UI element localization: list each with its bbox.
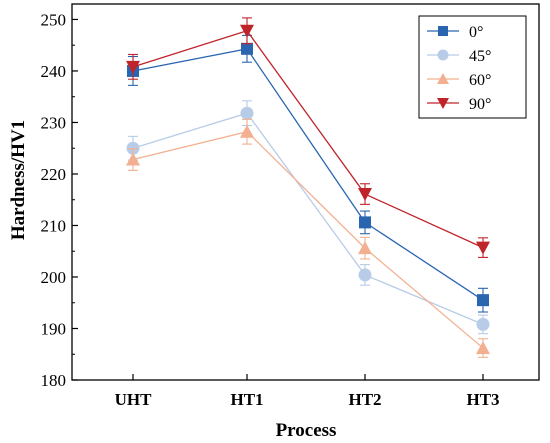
data-point — [240, 124, 254, 138]
series-line — [132, 30, 484, 249]
series-line — [132, 131, 484, 349]
legend-label: 90° — [469, 96, 491, 113]
data-point — [476, 241, 490, 255]
legend-box — [418, 15, 527, 119]
y-tick-label: 230 — [41, 113, 67, 132]
legend-label: 45° — [469, 48, 491, 65]
data-point — [437, 98, 449, 109]
data-point — [126, 60, 140, 74]
y-tick-label: 200 — [41, 268, 67, 287]
data-point — [476, 317, 490, 331]
data-point — [437, 49, 449, 61]
series-triangle-up — [126, 118, 490, 358]
plot-area-frame — [71, 3, 540, 381]
data-point — [437, 73, 449, 84]
legend-label: 0° — [469, 24, 483, 41]
x-tick-label: HT3 — [466, 390, 499, 409]
data-point — [477, 294, 489, 307]
data-point — [241, 42, 253, 55]
y-axis-title: Hardness/HV1 — [8, 120, 29, 240]
y-tick-label: 250 — [41, 10, 67, 29]
data-point — [438, 26, 448, 36]
data-point — [126, 152, 140, 166]
series-circle — [126, 100, 490, 335]
y-tick-label: 210 — [41, 216, 67, 235]
y-tick-label: 180 — [41, 371, 67, 390]
data-point — [358, 241, 372, 255]
y-tick-label: 220 — [41, 165, 67, 184]
data-point — [476, 341, 490, 355]
legend: 0° 45° 60° 90° — [418, 15, 527, 119]
data-point — [359, 216, 371, 229]
legend-label: 60° — [469, 72, 491, 89]
x-axis-title: Process — [276, 420, 337, 441]
series-triangle-down — [126, 17, 490, 258]
x-tick-label: HT2 — [348, 390, 381, 409]
y-tick-label: 190 — [41, 319, 67, 338]
data-point — [240, 106, 254, 120]
data-point — [358, 188, 372, 202]
y-tick-label: 240 — [41, 62, 67, 81]
x-tick-label: UHT — [115, 390, 153, 409]
data-point — [358, 268, 372, 282]
series-line — [132, 112, 484, 325]
x-tick-label: HT1 — [230, 390, 263, 409]
data-point — [240, 24, 254, 38]
series-line — [132, 48, 484, 301]
